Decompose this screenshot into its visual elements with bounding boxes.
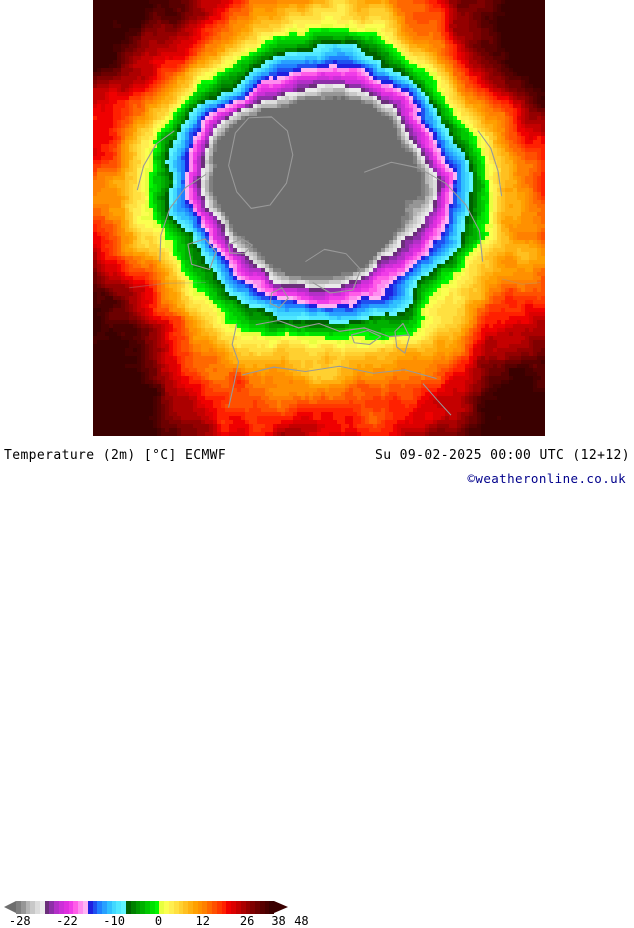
weather-map-panel[interactable] <box>93 0 545 436</box>
map-title-label: Temperature (2m) [°C] ECMWF <box>4 448 227 463</box>
colorbar-tick-label: 12 <box>195 914 210 928</box>
copyright-credit-link[interactable]: ©weatheronline.co.uk <box>467 471 626 486</box>
caption-bar: Temperature (2m) [°C] ECMWF Su 09-02-202… <box>0 437 634 928</box>
colorbar-tick-label: 26 <box>239 914 255 928</box>
colorbar-gradient-strip <box>16 901 275 914</box>
colorbar-tick-label: -28 <box>8 914 31 928</box>
colorbar-tick-labels: -28 -22 -10 0 12 26 38 48 <box>4 914 309 928</box>
model-run-timestamp-label: Su 09-02-2025 00:00 UTC (12+12) <box>374 448 630 463</box>
temperature-colorbar: -28 -22 -10 0 12 26 38 48 <box>4 901 309 928</box>
colorbar-left-cap-icon <box>4 901 16 913</box>
colorbar-tick-label: -10 <box>103 914 125 928</box>
colorbar-tick-label: -22 <box>56 914 78 928</box>
colorbar-tick-label: 0 <box>154 914 163 928</box>
colorbar-right-cap-icon <box>274 901 288 913</box>
colorbar-tick-label: 38 <box>271 914 286 928</box>
colorbar-tick-label: 48 <box>294 914 309 928</box>
temperature-map-canvas[interactable] <box>93 0 545 436</box>
